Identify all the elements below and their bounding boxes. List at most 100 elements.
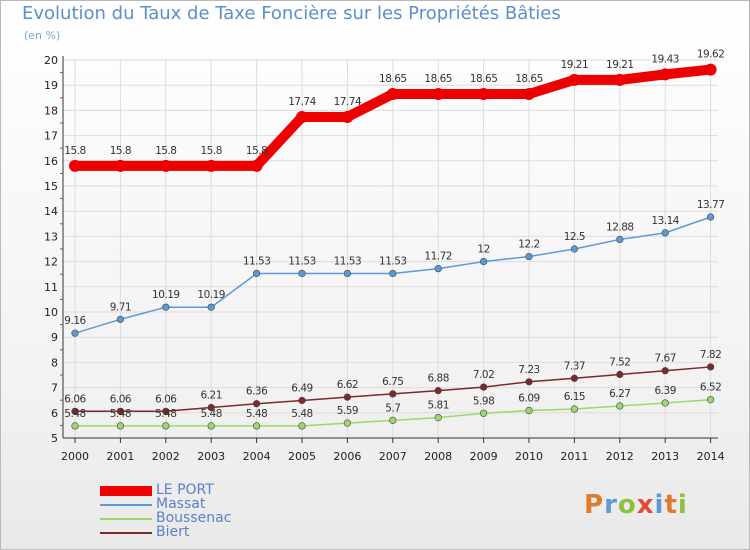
point-massat-2011	[570, 245, 579, 253]
point-massat-2008	[434, 265, 442, 273]
data-label-boussenac-2007: 5.7	[385, 402, 400, 414]
point-boussenac-2010	[525, 406, 533, 415]
point-le-port-2009	[477, 88, 490, 101]
point-le-port-2008	[432, 88, 445, 101]
data-label-le-port-2001: 15.8	[110, 145, 131, 157]
data-label-massat-2001: 9.71	[110, 301, 131, 313]
legend-swatches	[100, 486, 152, 534]
point-biert-2008	[434, 387, 442, 395]
point-massat-2010	[525, 252, 533, 261]
point-biert-2012	[616, 370, 624, 379]
data-label-boussenac-2002: 5.48	[155, 408, 176, 420]
legend-label-biert: Biert	[156, 524, 190, 540]
point-massat-2003	[207, 303, 215, 311]
data-label-le-port-2009: 18.65	[470, 73, 498, 85]
point-boussenac-2007	[389, 416, 397, 424]
point-massat-2005	[298, 269, 306, 278]
point-boussenac-2008	[434, 413, 442, 422]
data-label-boussenac-2009: 5.98	[473, 395, 494, 407]
point-biert-2010	[525, 378, 533, 386]
data-label-massat-2000: 9.16	[64, 315, 86, 327]
point-biert-2013	[661, 367, 669, 375]
x-tick-label-2008: 2008	[424, 450, 452, 463]
point-massat-2001	[116, 315, 124, 323]
point-massat-2000	[71, 329, 79, 337]
point-le-port-2000	[69, 159, 81, 172]
point-biert-2004	[253, 400, 261, 408]
data-label-massat-2013: 13.14	[651, 215, 679, 227]
data-label-massat-2012: 12.88	[606, 221, 634, 233]
x-tick-label-2005: 2005	[288, 450, 316, 463]
data-label-massat-2009: 12	[477, 244, 489, 256]
point-boussenac-2002	[162, 422, 170, 430]
x-tick-label-2004: 2004	[243, 450, 271, 463]
data-label-massat-2003: 10.19	[197, 289, 225, 301]
data-label-massat-2010: 12.2	[518, 239, 539, 251]
point-le-port-2011	[568, 73, 581, 86]
point-boussenac-2009	[480, 409, 488, 417]
chart-unit-label: (en %)	[24, 29, 61, 42]
x-tick-labels: 2000 2001 2002 2003 2004 2005 2006 2007 2008 2009…	[61, 450, 725, 463]
point-massat-2004	[253, 269, 261, 278]
x-tick-label-2014: 2014	[697, 450, 725, 463]
data-label-boussenac-2006: 5.59	[337, 405, 358, 417]
x-tick-label-2002: 2002	[152, 450, 180, 463]
y-tick-label-11: 11	[44, 281, 58, 294]
point-massat-2014	[706, 213, 715, 221]
y-tick-label-20: 20	[44, 54, 58, 67]
data-label-biert-2001: 6.06	[110, 393, 132, 405]
axes	[60, 56, 718, 443]
y-tick-label-19: 19	[44, 79, 58, 92]
point-le-port-2006	[341, 110, 354, 123]
data-label-boussenac-2003: 5.48	[201, 408, 222, 420]
data-label-boussenac-2010: 6.09	[518, 393, 539, 405]
data-label-biert-2013: 7.67	[655, 353, 676, 365]
data-label-biert-2006: 6.62	[337, 379, 358, 391]
point-biert-2002	[162, 407, 170, 415]
data-label-le-port-2003: 15.8	[201, 145, 222, 157]
x-tick-label-2007: 2007	[379, 450, 407, 463]
x-tick-label-2013: 2013	[651, 450, 679, 463]
y-tick-label-8: 8	[51, 356, 58, 369]
point-massat-2002	[162, 303, 170, 311]
data-label-biert-2008: 6.88	[428, 373, 449, 385]
data-label-boussenac-2013: 6.39	[655, 385, 676, 397]
point-le-port-2007	[386, 88, 399, 101]
point-biert-2011	[570, 374, 579, 382]
data-label-boussenac-2014: 6.52	[700, 382, 721, 394]
point-biert-2003	[207, 403, 215, 412]
point-massat-2012	[616, 235, 624, 244]
point-biert-2014	[706, 363, 715, 371]
point-massat-2007	[389, 269, 397, 278]
y-tick-label-18: 18	[44, 104, 58, 117]
data-label-massat-2007: 11.53	[379, 255, 407, 267]
proxiti-logo: Proxiti	[584, 490, 688, 520]
data-label-massat-2004: 11.53	[243, 255, 271, 267]
point-boussenac-2003	[207, 422, 215, 430]
point-biert-2006	[343, 393, 352, 401]
data-label-boussenac-2012: 6.27	[609, 388, 630, 400]
data-label-biert-2002: 6.06	[155, 393, 177, 405]
data-label-le-port-2014: 19.62	[697, 49, 725, 61]
y-tick-labels: 5 6 7 8 9 10 11 12 13 14 15 16 17 18 19 20	[44, 54, 58, 445]
data-label-le-port-2005: 17.74	[288, 96, 316, 108]
point-boussenac-2014	[706, 396, 715, 404]
y-tick-label-7: 7	[51, 382, 58, 395]
data-label-le-port-2011: 19.21	[561, 59, 589, 71]
y-tick-label-6: 6	[51, 407, 58, 420]
data-label-biert-2012: 7.52	[609, 356, 630, 368]
data-label-boussenac-2000: 5.48	[64, 408, 85, 420]
point-biert-2000	[71, 407, 79, 415]
y-tick-label-5: 5	[51, 432, 58, 445]
point-le-port-2010	[523, 88, 535, 101]
point-le-port-2014	[704, 63, 717, 76]
point-boussenac-2013	[661, 399, 669, 407]
y-tick-label-15: 15	[44, 180, 58, 193]
data-label-massat-2006: 11.53	[334, 255, 362, 267]
data-label-boussenac-2001: 5.48	[110, 408, 131, 420]
data-label-biert-2003: 6.21	[201, 390, 222, 402]
series-lines	[69, 63, 717, 430]
point-le-port-2001	[114, 159, 127, 172]
point-boussenac-2004	[253, 422, 261, 430]
